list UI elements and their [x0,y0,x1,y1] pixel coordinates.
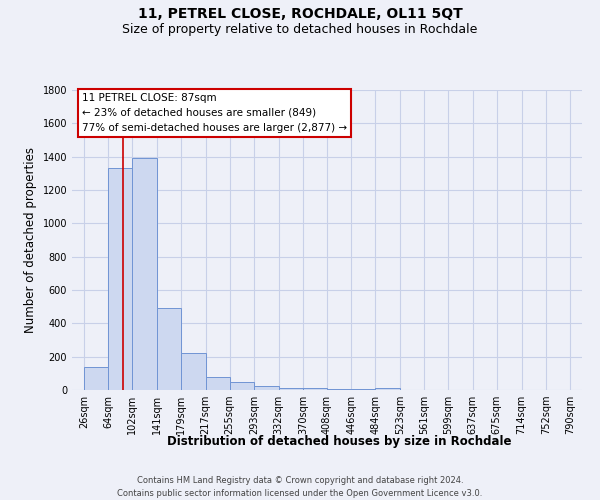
Bar [133,158,157,390]
Text: Distribution of detached houses by size in Rochdale: Distribution of detached houses by size … [167,435,511,448]
Bar [108,168,133,390]
Bar [351,389,376,390]
Bar [181,352,206,390]
Bar [327,389,351,390]
Y-axis label: Number of detached properties: Number of detached properties [24,147,37,333]
Bar [84,366,108,390]
Bar [278,388,303,390]
Bar [230,382,254,390]
Bar [254,386,278,390]
Bar [303,388,327,390]
Bar [157,308,181,390]
Text: Contains HM Land Registry data © Crown copyright and database right 2024.
Contai: Contains HM Land Registry data © Crown c… [118,476,482,498]
Text: 11 PETREL CLOSE: 87sqm
← 23% of detached houses are smaller (849)
77% of semi-de: 11 PETREL CLOSE: 87sqm ← 23% of detached… [82,93,347,132]
Bar [376,388,400,390]
Text: Size of property relative to detached houses in Rochdale: Size of property relative to detached ho… [122,22,478,36]
Bar [206,376,230,390]
Text: 11, PETREL CLOSE, ROCHDALE, OL11 5QT: 11, PETREL CLOSE, ROCHDALE, OL11 5QT [137,8,463,22]
